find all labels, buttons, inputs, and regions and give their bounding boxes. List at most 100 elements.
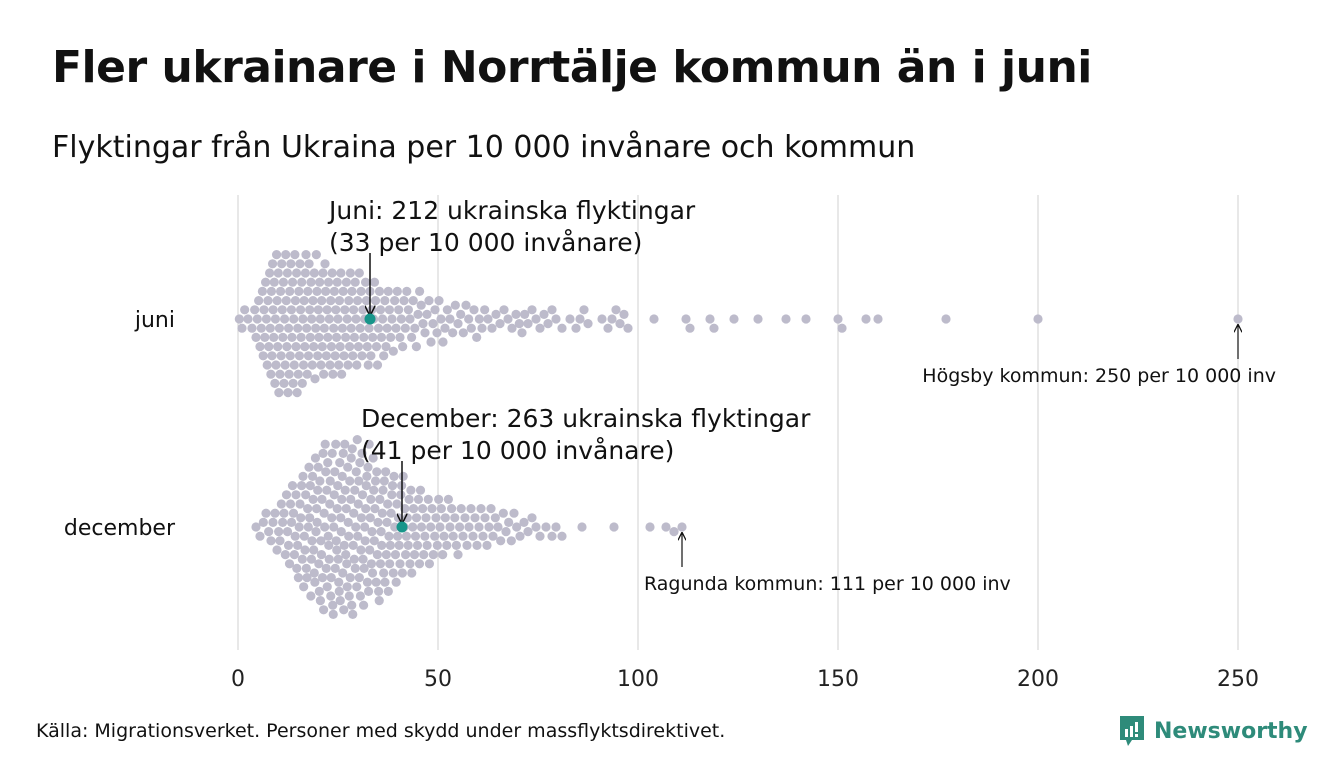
data-point (258, 351, 268, 361)
data-point (290, 531, 300, 541)
data-point (669, 527, 679, 537)
data-point (392, 286, 402, 296)
data-point (376, 527, 386, 537)
data-point (649, 314, 659, 324)
data-point (331, 305, 341, 315)
data-point (266, 286, 277, 296)
chart-subtitle: Flyktingar från Ukraina per 10 000 invån… (52, 130, 916, 165)
data-point (257, 286, 267, 296)
data-point (430, 305, 440, 315)
newsworthy-logo[interactable]: Newsworthy (1118, 714, 1308, 748)
data-point (328, 600, 338, 610)
data-point (315, 596, 325, 606)
data-point (276, 351, 286, 361)
x-tick-label: 0 (231, 667, 245, 692)
data-point (440, 323, 450, 333)
data-point (297, 481, 307, 491)
data-point (346, 323, 356, 333)
data-point (368, 332, 378, 342)
data-point (873, 314, 883, 324)
data-point (403, 540, 413, 551)
data-point (861, 314, 871, 324)
data-point (495, 319, 505, 329)
data-point (361, 504, 371, 514)
data-point (512, 522, 522, 532)
data-point (327, 268, 337, 278)
data-point (297, 554, 307, 564)
data-point (292, 388, 302, 398)
data-point (501, 527, 511, 537)
data-point (386, 332, 396, 342)
data-point (432, 540, 442, 551)
data-point (323, 458, 333, 468)
data-point (328, 369, 338, 379)
data-point (352, 582, 362, 592)
data-point (349, 554, 359, 564)
data-point (396, 490, 406, 500)
data-point (340, 305, 350, 315)
data-point (382, 517, 392, 528)
data-point (307, 536, 317, 546)
data-point (265, 268, 275, 278)
data-point (332, 277, 342, 287)
data-point (401, 531, 412, 541)
data-point (424, 296, 434, 306)
data-point (507, 323, 517, 333)
highlight-label-line2: (41 per 10 000 invånare) (361, 436, 674, 465)
data-point (361, 481, 371, 491)
data-point (445, 522, 455, 532)
data-point (482, 540, 492, 551)
data-point (379, 351, 389, 361)
data-point (344, 531, 354, 541)
data-point (431, 513, 441, 523)
data-point (499, 305, 509, 315)
data-point (709, 323, 719, 333)
data-point (321, 467, 331, 477)
data-point (289, 360, 299, 370)
data-point (351, 467, 361, 477)
data-point (314, 559, 324, 569)
data-point (422, 309, 432, 319)
data-point (615, 319, 625, 329)
data-point (290, 296, 301, 306)
data-point (391, 577, 401, 587)
data-point (355, 323, 365, 333)
highlight-label-line2: (33 per 10 000 invånare) (329, 228, 642, 257)
data-point (360, 277, 371, 287)
data-point (359, 600, 369, 610)
data-point (527, 305, 537, 315)
data-point (406, 485, 416, 495)
data-point (279, 314, 290, 324)
data-point (336, 527, 346, 537)
data-point (285, 286, 295, 296)
data-point (274, 388, 284, 398)
data-point (319, 605, 329, 615)
data-point (462, 540, 472, 551)
data-point (384, 531, 394, 541)
data-point (407, 332, 417, 342)
data-point (434, 494, 444, 504)
data-point (301, 490, 311, 500)
data-point (380, 296, 390, 306)
data-point (395, 559, 405, 569)
data-point (383, 586, 393, 597)
data-point (367, 527, 377, 537)
data-point (346, 494, 356, 504)
data-point (487, 323, 497, 333)
data-point (543, 319, 553, 329)
data-point (456, 504, 466, 514)
data-point (348, 540, 358, 551)
data-point (305, 305, 315, 315)
data-point (427, 504, 437, 514)
data-point (289, 550, 299, 560)
data-point (472, 332, 482, 342)
data-point (334, 577, 344, 587)
data-point (357, 448, 367, 458)
data-point (281, 490, 292, 500)
data-point (267, 259, 278, 269)
data-point (344, 296, 354, 306)
data-point (366, 494, 376, 504)
data-point (360, 536, 370, 546)
data-point (291, 490, 301, 500)
data-point (335, 458, 345, 468)
